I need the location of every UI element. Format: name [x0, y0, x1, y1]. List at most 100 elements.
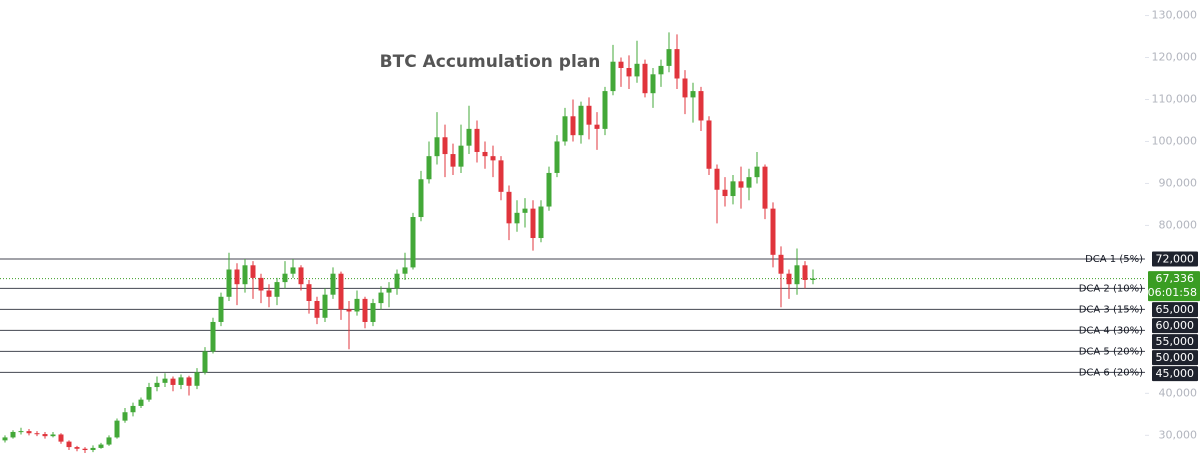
- candle-body: [770, 208, 776, 255]
- candle-body: [522, 208, 528, 213]
- candle-body: [466, 128, 472, 146]
- candle-body: [386, 288, 392, 293]
- level-label: DCA 5 (20%): [1079, 346, 1143, 357]
- candle-body: [74, 447, 80, 449]
- candle-body: [218, 296, 224, 322]
- candle-body: [226, 269, 232, 297]
- level-label: DCA 2 (10%): [1079, 283, 1143, 294]
- y-tick-label: 90,000: [1159, 176, 1198, 189]
- candle-body: [170, 378, 176, 385]
- candle-body: [706, 120, 712, 169]
- candle-body: [90, 447, 96, 451]
- candle-body: [18, 431, 24, 433]
- candle-body: [810, 278, 816, 280]
- candle-body: [434, 137, 440, 157]
- y-tick-label: 100,000: [1152, 134, 1198, 147]
- price-badge-label: 65,000: [1156, 303, 1195, 316]
- candle-body: [346, 309, 352, 312]
- candle-body: [82, 448, 88, 451]
- candle-body: [306, 284, 312, 301]
- candle-body: [50, 434, 56, 437]
- candle-body: [138, 399, 144, 406]
- level-label: DCA 3 (15%): [1079, 304, 1143, 315]
- candle-body: [746, 177, 752, 188]
- price-badge-label: 55,000: [1156, 335, 1195, 348]
- y-tick-label: 130,000: [1152, 9, 1198, 22]
- last-price-badge: [1148, 271, 1200, 302]
- candle-body: [162, 378, 168, 383]
- candle-body: [210, 321, 216, 352]
- price-badge-label: 45,000: [1156, 367, 1195, 380]
- candle-body: [34, 433, 40, 435]
- candle-body: [658, 65, 664, 75]
- candle-body: [570, 116, 576, 136]
- chart-title: BTC Accumulation plan: [380, 52, 601, 72]
- level-label: DCA 1 (5%): [1085, 254, 1143, 265]
- candle-body: [634, 63, 640, 77]
- y-tick-label: 30,000: [1159, 428, 1198, 441]
- candle-body: [458, 145, 464, 167]
- price-badge: [1152, 251, 1198, 267]
- candle-body: [610, 61, 616, 92]
- y-tick-label: 120,000: [1152, 51, 1198, 64]
- candle-body: [626, 68, 632, 77]
- candle-body: [258, 277, 264, 291]
- candle-body: [538, 206, 544, 239]
- candle-body: [426, 156, 432, 180]
- candle-body: [146, 387, 152, 400]
- candle-body: [378, 292, 384, 304]
- level-label: DCA 6 (20%): [1079, 367, 1143, 378]
- candle-body: [778, 254, 784, 274]
- candle-body: [506, 191, 512, 224]
- candle-body: [674, 49, 680, 79]
- candle-body: [482, 151, 488, 157]
- candle-body: [130, 405, 136, 413]
- candle-body: [738, 181, 744, 188]
- candle-body: [554, 141, 560, 173]
- candle-body: [642, 63, 648, 94]
- price-badge-label: 60,000: [1156, 319, 1195, 332]
- candle-body: [234, 269, 240, 285]
- candle-body: [762, 166, 768, 209]
- candle-body: [122, 412, 128, 421]
- candle-body: [474, 128, 480, 152]
- candle-body: [266, 290, 272, 297]
- candle-body: [514, 212, 520, 224]
- candle-body: [666, 49, 672, 66]
- candle-body: [530, 208, 536, 239]
- candle-body: [594, 124, 600, 129]
- candle-body: [802, 265, 808, 280]
- candle-body: [370, 303, 376, 322]
- candle-body: [282, 273, 288, 283]
- y-tick-label: 80,000: [1159, 218, 1198, 231]
- candle-body: [186, 377, 192, 386]
- candle-body: [322, 294, 328, 318]
- candle-body: [754, 166, 760, 178]
- candle-body: [714, 168, 720, 190]
- candle-body: [450, 154, 456, 167]
- candle-body: [58, 434, 64, 442]
- candle-body: [698, 91, 704, 121]
- y-tick-label: 110,000: [1152, 92, 1198, 105]
- price-badge: [1152, 350, 1198, 366]
- candle-body: [618, 61, 624, 69]
- level-label: DCA 4 (30%): [1079, 325, 1143, 336]
- candle-body: [546, 172, 552, 207]
- candle-body: [114, 420, 120, 438]
- candle-body: [722, 189, 728, 197]
- candle-body: [106, 437, 112, 445]
- candle-body: [10, 431, 16, 438]
- candle-body: [154, 382, 160, 388]
- candle-body: [442, 137, 448, 155]
- candle-body: [66, 441, 72, 448]
- candle-body: [602, 91, 608, 129]
- candle-body: [250, 265, 256, 278]
- price-badge-label: 72,000: [1156, 253, 1195, 266]
- candle-body: [794, 265, 800, 285]
- price-badge: [1152, 334, 1198, 350]
- candle-body: [314, 300, 320, 318]
- candle-body: [98, 444, 104, 448]
- candle-body: [242, 265, 248, 285]
- candle-body: [562, 116, 568, 142]
